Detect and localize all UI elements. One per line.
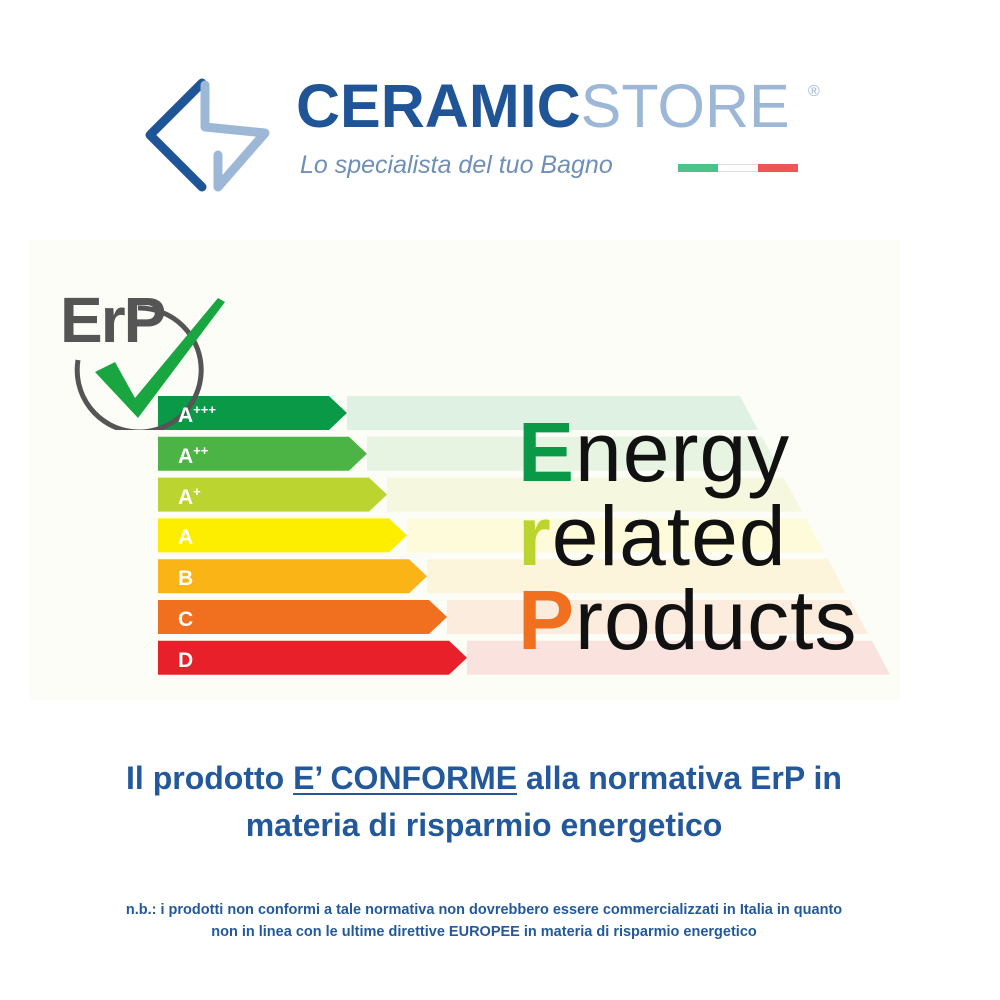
footnote-part: non in linea con le ultime direttive — [211, 924, 449, 940]
brand-name: CERAMICSTORE — [296, 76, 790, 137]
class-letter: A — [178, 444, 194, 468]
faded-bar-5 — [447, 600, 868, 634]
energy-class-label: A — [178, 525, 193, 548]
brand-store: STORE — [580, 72, 790, 140]
faded-bar-3 — [407, 518, 824, 553]
registered-mark: ® — [808, 83, 820, 100]
word-energy: Energy — [518, 410, 790, 494]
class-letter: A — [178, 526, 194, 550]
footnote-line1: n.b.: i prodotti non conformi a tale nor… — [125, 902, 843, 918]
class-plus: +++ — [193, 402, 216, 417]
energy-class-label: D — [178, 648, 193, 671]
energy-class-bar-0 — [158, 396, 347, 430]
headline-part: Il prodotto — [126, 760, 294, 796]
footnote-part: in materia di risparmio energetico — [519, 924, 757, 940]
headline-line2: materia di risparmio energetico — [245, 807, 723, 843]
class-plus: ++ — [193, 442, 209, 458]
class-letter: B — [178, 567, 194, 591]
energy-class-bar-4 — [158, 559, 427, 594]
energy-class-label: A+++ — [178, 403, 216, 426]
class-letter: C — [178, 608, 194, 631]
headline-part: alla normativa ErP in — [517, 760, 842, 796]
footnote: n.b.: i prodotti non conformi a tale nor… — [0, 899, 968, 943]
energy-class-label: A++ — [178, 444, 208, 467]
energy-class-bar-1 — [158, 436, 367, 471]
italian-flag-icon — [678, 164, 798, 172]
initial-p: P — [518, 573, 576, 667]
faded-bar-1 — [367, 436, 780, 471]
class-letter: A — [178, 485, 194, 509]
conformity-headline: Il prodotto E’ CONFORME alla normativa E… — [0, 755, 968, 849]
energy-class-bar-2 — [158, 477, 387, 512]
faded-bar-0 — [347, 396, 758, 430]
word-rest: roducts — [575, 573, 858, 667]
class-letter: D — [178, 648, 194, 672]
ceramicstore-logo-icon — [145, 78, 270, 192]
energy-class-label: A+ — [178, 485, 201, 508]
word-products: Products — [518, 578, 858, 662]
class-plus: + — [193, 483, 201, 499]
energy-class-bar-3 — [158, 518, 407, 553]
tagline: Lo specialista del tuo Bagno — [300, 151, 613, 179]
initial-r: r — [518, 489, 552, 583]
word-rest: elated — [551, 489, 787, 583]
energy-class-bar-5 — [158, 600, 447, 634]
erp-badge-text: ErP — [60, 284, 166, 356]
faded-bar-2 — [387, 477, 802, 512]
footnote-europee: EUROPEE — [448, 924, 520, 940]
initial-e: E — [518, 405, 576, 499]
energy-class-label: C — [178, 607, 193, 630]
headline-conforme: E’ CONFORME — [293, 760, 518, 796]
word-rest: nergy — [575, 405, 791, 499]
faded-bar-4 — [427, 559, 846, 594]
faded-bar-6 — [467, 640, 890, 675]
word-related: related — [518, 494, 787, 578]
brand-ceramic: CERAMIC — [296, 72, 581, 140]
checkmark-icon — [74, 298, 225, 430]
energy-class-bar-6 — [158, 640, 467, 675]
class-letter: A — [178, 404, 194, 427]
energy-class-label: B — [178, 566, 193, 589]
